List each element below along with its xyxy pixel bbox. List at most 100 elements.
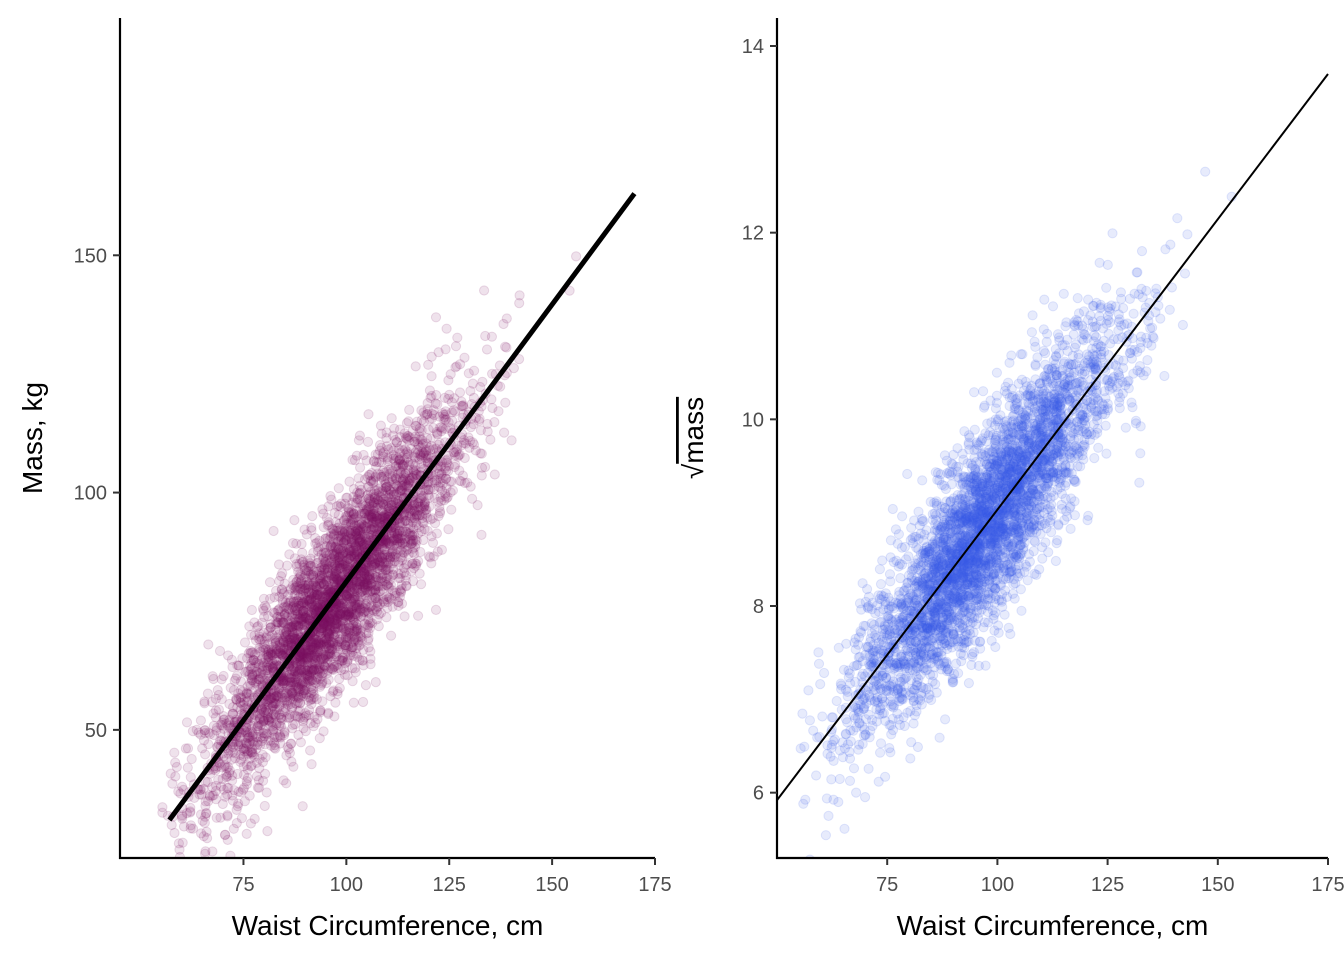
- data-point: [322, 620, 334, 631]
- data-point: [391, 480, 403, 492]
- data-point: [320, 585, 331, 596]
- data-point: [286, 664, 297, 675]
- data-point: [345, 644, 356, 655]
- data-point: [413, 556, 424, 567]
- data-point: [349, 455, 361, 466]
- data-point: [211, 812, 222, 823]
- data-point: [210, 794, 222, 805]
- data-point: [285, 680, 296, 691]
- data-point: [383, 558, 394, 569]
- x-tick-label: 150: [535, 874, 568, 896]
- data-point: [454, 465, 465, 476]
- data-point: [208, 673, 219, 685]
- data-point: [327, 573, 338, 584]
- data-point: [342, 524, 353, 535]
- data-point: [332, 598, 344, 610]
- data-point: [200, 749, 211, 760]
- data-point: [374, 517, 385, 528]
- data-point: [346, 546, 357, 557]
- data-point: [472, 500, 483, 511]
- data-point: [413, 610, 424, 621]
- data-point: [422, 525, 433, 536]
- data-point: [831, 695, 842, 707]
- data-point: [201, 826, 212, 837]
- data-point: [336, 665, 347, 676]
- data-point: [476, 470, 487, 481]
- data-point: [329, 639, 341, 650]
- data-point: [333, 483, 344, 494]
- data-point: [422, 433, 433, 444]
- data-point: [340, 607, 351, 618]
- data-point: [280, 601, 291, 612]
- data-point: [303, 665, 314, 677]
- data-point: [317, 668, 328, 679]
- data-point: [330, 651, 341, 662]
- data-point: [369, 498, 380, 509]
- data-point: [333, 544, 344, 555]
- data-point: [352, 582, 363, 593]
- data-point: [215, 728, 226, 739]
- data-point: [287, 538, 299, 549]
- data-point: [286, 703, 298, 714]
- data-point: [354, 640, 365, 651]
- data-point: [382, 570, 393, 582]
- data-point: [324, 550, 335, 561]
- data-point: [293, 729, 304, 741]
- data-point: [418, 416, 429, 427]
- data-point: [329, 561, 340, 572]
- data-point: [418, 491, 429, 502]
- trend-line: [167, 192, 637, 822]
- data-point: [202, 688, 213, 699]
- data-point: [365, 646, 376, 657]
- data-point: [297, 801, 308, 812]
- data-point: [1172, 213, 1183, 224]
- data-point: [165, 768, 176, 779]
- data-point: [307, 665, 318, 677]
- data-point: [167, 778, 178, 789]
- data-point: [271, 704, 282, 715]
- data-point: [436, 544, 447, 556]
- data-point: [401, 418, 412, 429]
- data-point: [441, 323, 452, 334]
- data-point: [411, 416, 423, 427]
- data-point: [303, 640, 314, 651]
- data-point: [403, 549, 414, 560]
- data-point: [454, 449, 465, 460]
- data-point: [351, 618, 362, 629]
- data-point: [291, 660, 303, 671]
- data-point: [1134, 477, 1145, 488]
- data-point: [216, 674, 227, 685]
- data-point: [404, 404, 415, 415]
- data-point: [341, 593, 352, 604]
- data-point: [348, 514, 359, 526]
- data-point: [431, 426, 442, 438]
- data-point: [306, 759, 317, 770]
- data-point: [238, 743, 249, 755]
- data-point: [264, 661, 275, 672]
- data-point: [322, 540, 333, 551]
- data-point: [201, 808, 212, 819]
- data-point: [372, 494, 383, 505]
- data-point: [451, 361, 462, 372]
- data-point: [228, 823, 239, 834]
- data-point: [409, 530, 420, 541]
- data-point: [384, 506, 395, 517]
- y-tick-label: 150: [74, 245, 107, 267]
- data-point: [321, 584, 332, 595]
- data-point: [366, 565, 377, 576]
- data-point: [277, 706, 288, 717]
- data-point: [255, 635, 266, 646]
- data-point: [387, 466, 398, 477]
- data-point: [222, 834, 233, 846]
- data-point: [369, 558, 380, 569]
- data-point: [354, 607, 365, 618]
- data-point: [351, 578, 362, 589]
- data-point: [239, 637, 251, 648]
- data-point: [323, 629, 334, 640]
- data-point: [383, 581, 394, 592]
- data-point: [349, 615, 360, 626]
- data-point: [433, 347, 444, 358]
- data-point: [344, 546, 355, 557]
- data-point: [301, 679, 312, 690]
- data-point: [244, 790, 255, 801]
